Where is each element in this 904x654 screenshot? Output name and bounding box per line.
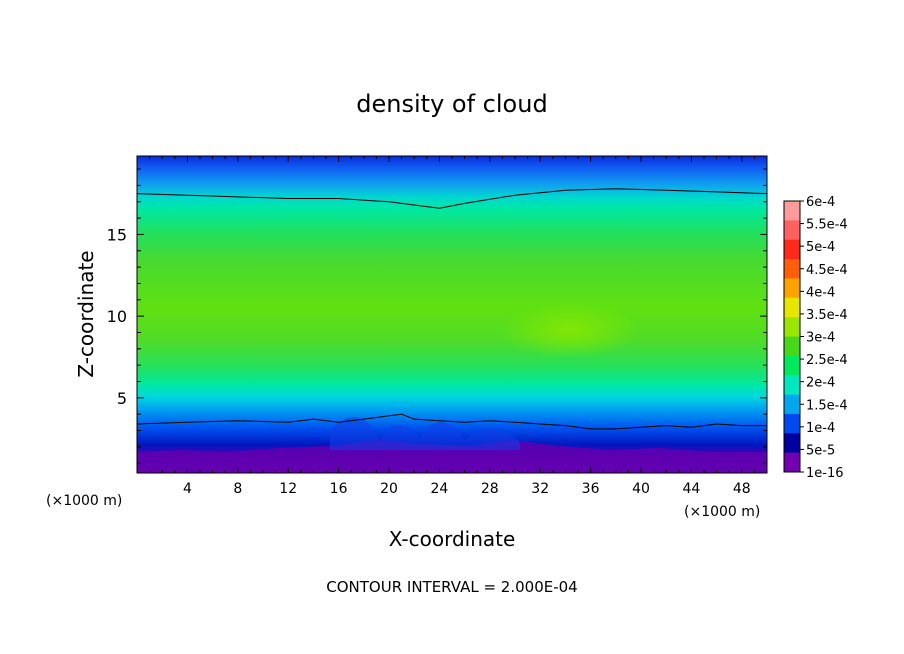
x-unit-label: (×1000 m)	[684, 504, 760, 520]
colorbar-label: 3.5e-4	[806, 308, 848, 323]
density-maximum-region	[500, 302, 640, 358]
colorbar-label: 1.5e-4	[806, 398, 848, 413]
x-tick-label: 24	[430, 481, 448, 497]
colorbar-swatch	[784, 259, 800, 279]
turbulent-base-layer	[137, 440, 767, 473]
colorbar-swatch	[784, 433, 800, 454]
heatmap-field	[137, 156, 767, 473]
colorbar-label: 5e-4	[806, 240, 835, 255]
y-tick-label: 5	[117, 389, 127, 408]
colorbar-swatch	[784, 452, 800, 473]
chart-title: density of cloud	[356, 90, 547, 118]
x-tick-label: 32	[531, 481, 549, 497]
contour-line-1	[137, 413, 767, 430]
x-tick-label: 44	[682, 481, 700, 497]
x-tick-label: 16	[330, 481, 348, 497]
colorbar-swatch	[784, 201, 800, 221]
y-axis-ticks: 5 10 15	[107, 168, 767, 464]
colorbar-label: 2.5e-4	[806, 353, 848, 368]
colorbar-swatch	[784, 413, 800, 434]
y-unit-label: (×1000 m)	[46, 493, 122, 509]
x-tick-label: 8	[233, 481, 242, 497]
x-tick-label: 4	[183, 481, 192, 497]
x-tick-label: 28	[481, 481, 499, 497]
colorbar-swatch	[784, 336, 800, 357]
colorbar-label: 5.5e-4	[806, 218, 848, 233]
colorbar-swatch	[784, 239, 800, 260]
x-tick-label: 40	[632, 481, 650, 497]
colorbar-label: 6e-4	[806, 195, 835, 210]
x-tick-label: 48	[733, 481, 751, 497]
colorbar-label: 2e-4	[806, 376, 835, 391]
colorbar-swatch	[784, 355, 800, 376]
colorbar-swatch	[784, 317, 800, 337]
x-axis-ticks: 4 8 12 16 20 24 28 32 36 40 44 48	[149, 156, 755, 497]
colorbar-label: 1e-16	[806, 466, 844, 481]
colorbar-label: 5e-5	[806, 443, 835, 458]
heatmap-background	[137, 156, 767, 473]
contour-line-0	[137, 188, 767, 209]
colorbar-swatch	[784, 394, 800, 415]
x-tick-label: 12	[279, 481, 297, 497]
y-tick-label: 10	[107, 307, 127, 326]
y-tick-label: 15	[107, 225, 127, 244]
x-axis-label: X-coordinate	[389, 527, 516, 551]
contour-lines	[137, 188, 767, 430]
colorbar: 6e-4 5.5e-4 5e-4 4.5e-4 4e-4 3.5e-4 3e-4 2.5e-4…	[783, 195, 848, 481]
x-tick-label: 36	[582, 481, 600, 497]
y-axis-label: Z-coordinate	[74, 250, 98, 377]
turbulent-blue-streaks	[330, 417, 520, 450]
x-tick-label: 20	[380, 481, 398, 497]
colorbar-swatch	[784, 375, 800, 396]
colorbar-label: 1e-4	[806, 421, 835, 436]
colorbar-label: 4.5e-4	[806, 263, 848, 278]
colorbar-label: 3e-4	[806, 331, 835, 346]
colorbar-label: 4e-4	[806, 285, 835, 300]
colorbar-swatch	[784, 278, 800, 299]
contour-interval-note: CONTOUR INTERVAL = 2.000E-04	[326, 578, 577, 596]
colorbar-swatch	[784, 297, 800, 318]
colorbar-swatch	[784, 220, 800, 241]
